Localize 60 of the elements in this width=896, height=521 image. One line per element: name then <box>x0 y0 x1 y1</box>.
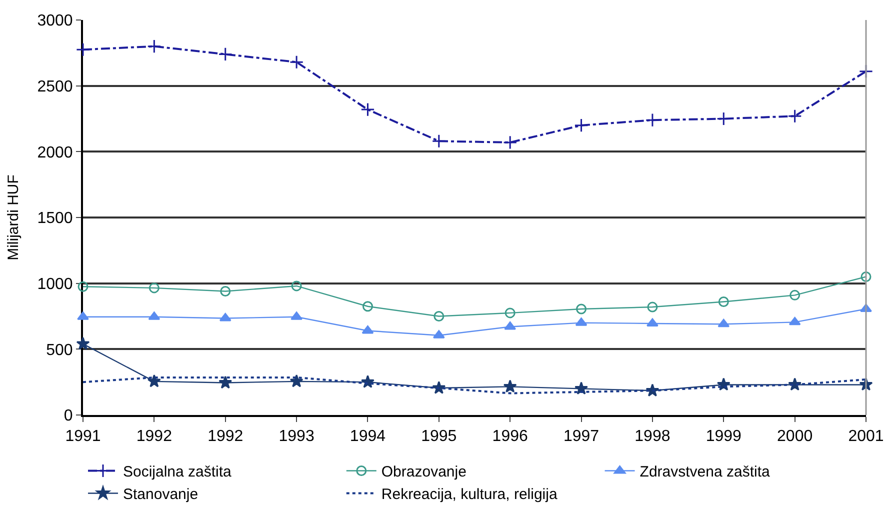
y-tick-label: 3000 <box>37 12 73 30</box>
x-tick-label: 1991 <box>65 428 101 446</box>
x-tick-label: 1992 <box>136 428 172 446</box>
point <box>76 336 90 350</box>
point <box>645 113 660 128</box>
point <box>219 312 232 322</box>
legend-label: Zdravstvena zaštita <box>640 464 770 481</box>
point <box>646 318 658 326</box>
point <box>76 42 90 57</box>
point <box>147 39 162 54</box>
x-tick-label: 1992 <box>208 428 244 446</box>
point <box>718 318 730 328</box>
point <box>574 382 588 395</box>
legend-label: Socijalna zaštita <box>123 464 232 481</box>
point <box>503 380 517 393</box>
point <box>647 302 658 312</box>
point <box>788 316 801 326</box>
point <box>504 308 516 318</box>
point <box>362 325 374 334</box>
point <box>218 47 232 62</box>
y-tick-label: 0 <box>64 408 73 425</box>
x-tick-label: 2001 <box>848 428 884 446</box>
point <box>290 312 302 320</box>
y-axis-title: Milijardi HUF <box>4 174 22 260</box>
point <box>220 286 231 296</box>
y-tick-label: 2500 <box>37 78 73 96</box>
legend-label: Rekreacija, kultura, religija <box>381 486 558 504</box>
point <box>503 135 518 150</box>
point <box>362 301 373 312</box>
point <box>360 102 375 117</box>
point <box>434 311 444 322</box>
point <box>432 134 446 148</box>
x-tick-label: 1996 <box>492 428 528 446</box>
x-tick-label: 1995 <box>421 428 457 446</box>
point <box>790 290 800 300</box>
x-tick-label: 1998 <box>634 428 670 446</box>
point <box>218 376 232 389</box>
y-tick-label: 500 <box>46 342 73 359</box>
x-tick-label: 2000 <box>777 428 813 446</box>
point <box>148 282 160 294</box>
point <box>77 312 89 320</box>
point <box>576 304 587 314</box>
x-tick-label: 1994 <box>350 428 386 446</box>
point <box>788 109 802 124</box>
point <box>574 118 588 132</box>
point <box>290 55 304 70</box>
point <box>718 296 729 308</box>
y-tick-label: 1000 <box>37 276 73 293</box>
legend-label: Stanovanje <box>123 486 198 504</box>
point <box>78 281 88 292</box>
x-tick-label: 1997 <box>563 428 600 446</box>
point <box>860 272 872 282</box>
point <box>291 280 302 292</box>
y-tick-label: 2000 <box>37 144 73 162</box>
x-tick-label: 1999 <box>706 428 742 446</box>
point <box>290 374 304 388</box>
legend-label: Obrazovanje <box>381 464 466 481</box>
y-tick-label: 1500 <box>37 210 73 228</box>
point <box>147 374 161 388</box>
x-tick-label: 1993 <box>278 428 314 446</box>
